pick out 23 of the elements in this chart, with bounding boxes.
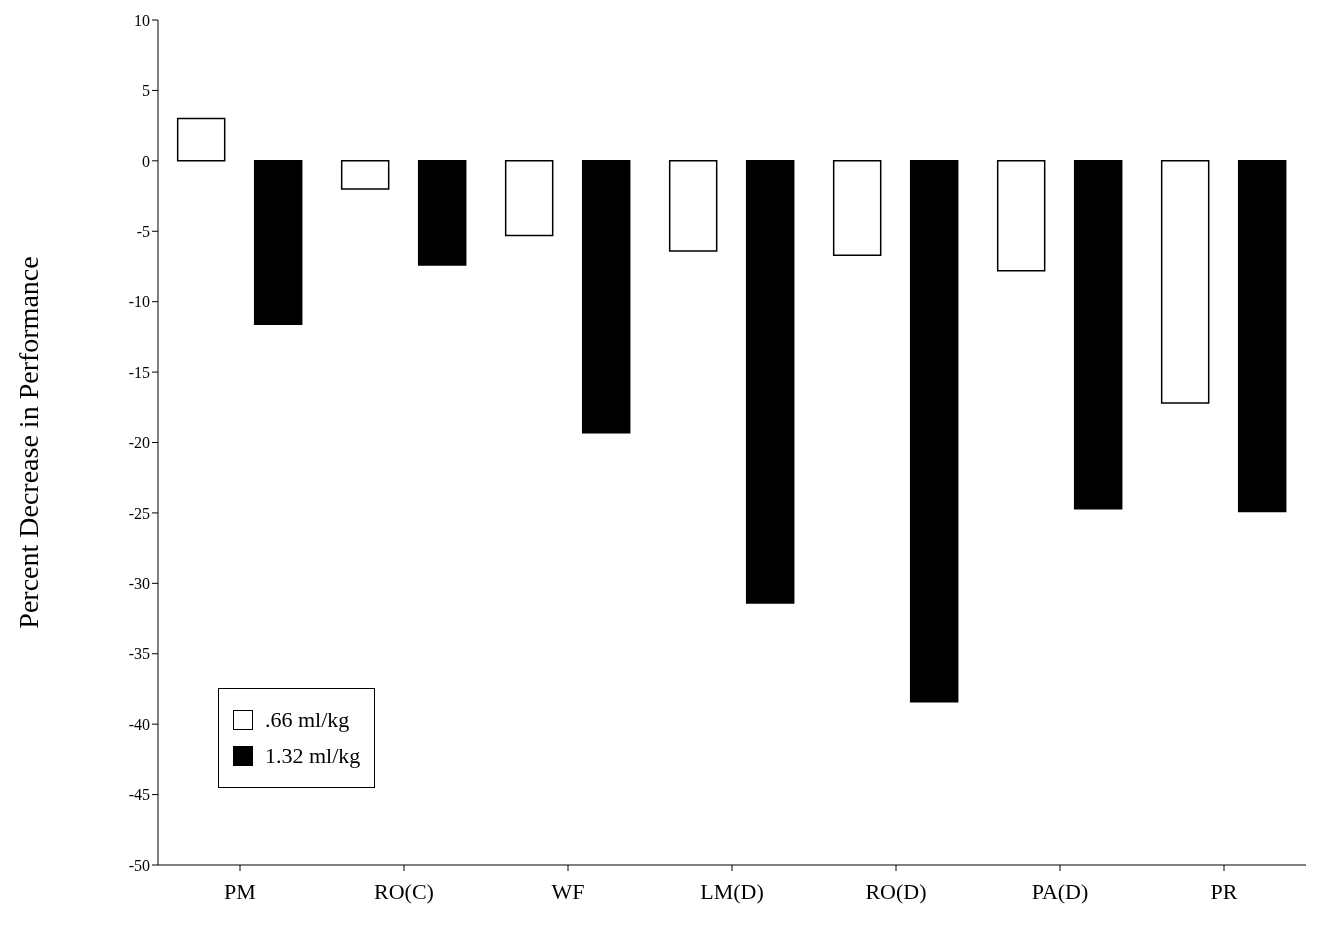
y-axis-title: Percent Decrease in Performance — [12, 256, 44, 629]
y-tick-label: -5 — [136, 222, 150, 240]
y-tick-label: 5 — [142, 82, 150, 100]
y-tick-label: -10 — [128, 293, 150, 311]
y-tick-label: -40 — [128, 715, 150, 733]
legend-label: .66 ml/kg — [265, 707, 350, 733]
x-tick-label: RO(C) — [374, 878, 434, 904]
y-tick-label: 10 — [134, 11, 150, 29]
y-tick-label: -35 — [128, 645, 150, 663]
x-tick-label: PA(D) — [1031, 878, 1089, 904]
y-tick-label: -45 — [128, 786, 150, 804]
legend-label: 1.32 ml/kg — [265, 743, 361, 769]
x-tick-label: LM(D) — [700, 878, 764, 904]
y-tick-label: -30 — [128, 575, 150, 593]
x-tick-label: PM — [224, 878, 256, 904]
y-tick-label: -20 — [128, 434, 150, 452]
y-tick-label: 0 — [142, 152, 150, 170]
x-tick-label: RO(D) — [865, 878, 927, 904]
y-tick-label: -15 — [128, 363, 150, 381]
x-tick-label: WF — [551, 878, 585, 904]
y-tick-label: -25 — [128, 504, 150, 522]
x-tick-label: PR — [1210, 878, 1238, 904]
y-tick-label: -50 — [128, 856, 150, 874]
